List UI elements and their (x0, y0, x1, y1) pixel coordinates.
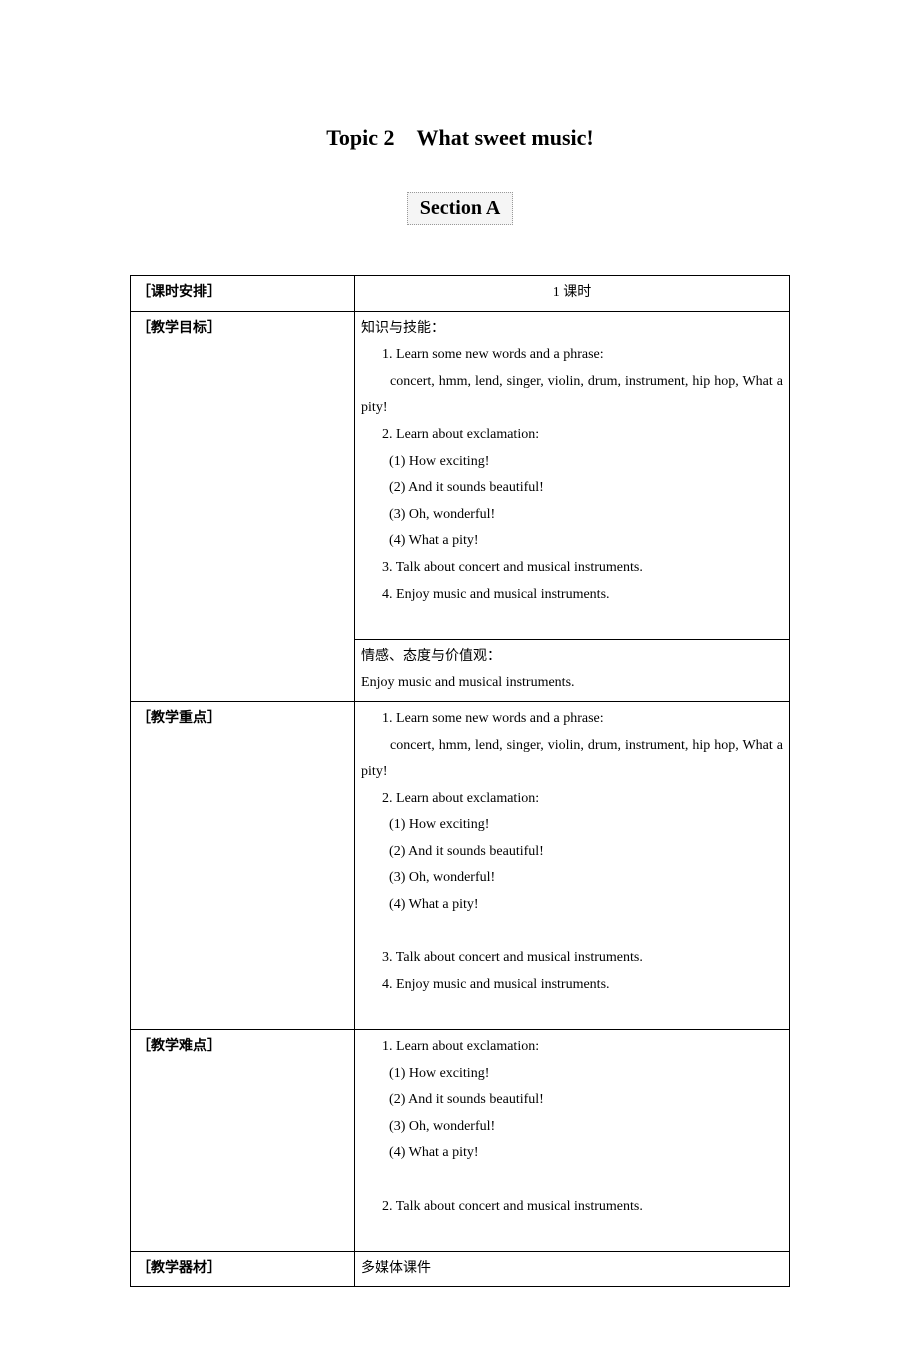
section-label: Section A (407, 192, 514, 225)
objectives-item2-1: (1) How exciting! (361, 449, 783, 476)
keypoints-label: ［教学重点］ (131, 701, 355, 1029)
objectives-heading2: 情感、态度与价值观： (361, 644, 783, 671)
objectives-heading1: 知识与技能： (361, 316, 783, 343)
table-row: ［教学目标］ 知识与技能： 1. Learn some new words an… (131, 311, 790, 639)
keypoints-item2-4: (4) What a pity! (361, 892, 783, 919)
difficulties-content: 1. Learn about exclamation: (1) How exci… (355, 1030, 790, 1252)
document-title: Topic 2 What sweet music! (130, 120, 790, 152)
keypoints-item1: 1. Learn some new words and a phrase: (361, 706, 783, 733)
schedule-label: ［课时安排］ (131, 276, 355, 312)
difficulties-item1-2: (2) And it sounds beautiful! (361, 1087, 783, 1114)
objectives-item4: 4. Enjoy music and musical instruments. (361, 582, 783, 609)
keypoints-item3: 3. Talk about concert and musical instru… (361, 945, 783, 972)
lesson-plan-table: ［课时安排］ 1 课时 ［教学目标］ 知识与技能： 1. Learn some … (130, 275, 790, 1287)
objectives-item2: 2. Learn about exclamation: (361, 422, 783, 449)
objectives-content-2: 情感、态度与价值观： Enjoy music and musical instr… (355, 639, 790, 701)
keypoints-item2: 2. Learn about exclamation: (361, 786, 783, 813)
objectives-label: ［教学目标］ (131, 311, 355, 701)
table-row: ［教学难点］ 1. Learn about exclamation: (1) H… (131, 1030, 790, 1252)
objectives-item2-2: (2) And it sounds beautiful! (361, 475, 783, 502)
difficulties-item1: 1. Learn about exclamation: (361, 1034, 783, 1061)
equipment-content: 多媒体课件 (355, 1251, 790, 1287)
keypoints-item4: 4. Enjoy music and musical instruments. (361, 972, 783, 999)
difficulties-item1-1: (1) How exciting! (361, 1061, 783, 1088)
objectives-item1: 1. Learn some new words and a phrase: (361, 342, 783, 369)
difficulties-item1-3: (3) Oh, wonderful! (361, 1114, 783, 1141)
keypoints-content: 1. Learn some new words and a phrase: co… (355, 701, 790, 1029)
keypoints-item1-detail: concert, hmm, lend, singer, violin, drum… (361, 733, 783, 786)
difficulties-item2: 2. Talk about concert and musical instru… (361, 1194, 783, 1221)
difficulties-item1-4: (4) What a pity! (361, 1140, 783, 1167)
objectives-heading2-content: Enjoy music and musical instruments. (361, 670, 783, 697)
table-row: ［课时安排］ 1 课时 (131, 276, 790, 312)
equipment-label: ［教学器材］ (131, 1251, 355, 1287)
objectives-item1-detail: concert, hmm, lend, singer, violin, drum… (361, 369, 783, 422)
objectives-content-1: 知识与技能： 1. Learn some new words and a phr… (355, 311, 790, 639)
objectives-item2-3: (3) Oh, wonderful! (361, 502, 783, 529)
schedule-content: 1 课时 (355, 276, 790, 312)
keypoints-item2-3: (3) Oh, wonderful! (361, 865, 783, 892)
keypoints-item2-1: (1) How exciting! (361, 812, 783, 839)
objectives-item3: 3. Talk about concert and musical instru… (361, 555, 783, 582)
table-row: ［教学重点］ 1. Learn some new words and a phr… (131, 701, 790, 1029)
table-row: ［教学器材］ 多媒体课件 (131, 1251, 790, 1287)
keypoints-item2-2: (2) And it sounds beautiful! (361, 839, 783, 866)
difficulties-label: ［教学难点］ (131, 1030, 355, 1252)
objectives-item2-4: (4) What a pity! (361, 528, 783, 555)
